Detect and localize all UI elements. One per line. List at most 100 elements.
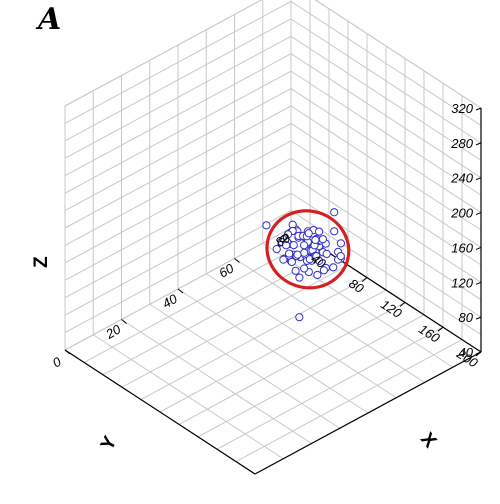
data-point <box>295 273 304 282</box>
top-outline <box>314 0 482 109</box>
floor-grid-line <box>102 252 330 376</box>
z-tick-label: 240 <box>450 171 473 186</box>
label-layer: 4080120160200240280320040801201602000204… <box>31 101 481 454</box>
z-tick-label: 200 <box>450 206 473 221</box>
left-wall-grid-line <box>290 105 482 231</box>
z-tick-mark <box>475 212 482 216</box>
data-point <box>336 252 345 261</box>
data-point <box>262 221 271 230</box>
axis-layer <box>64 107 482 475</box>
right-wall-grid-line <box>64 0 292 124</box>
y-tick-mark <box>475 351 482 357</box>
z-tick-label: 120 <box>451 275 473 290</box>
data-point <box>330 227 339 236</box>
right-wall-grid-line <box>64 175 292 299</box>
y-tick-mark <box>361 277 368 282</box>
right-wall-grid-line <box>64 157 292 281</box>
right-wall-grid-line <box>64 70 292 194</box>
z-tick-mark <box>475 316 482 320</box>
data-point <box>282 241 291 250</box>
data-point <box>300 264 309 273</box>
right-wall-grid-line <box>64 53 292 177</box>
left-wall-grid-line <box>290 35 482 161</box>
z-tick-label: 280 <box>450 136 473 151</box>
data-point <box>304 229 313 238</box>
data-point <box>272 245 281 254</box>
left-wall-grid-line <box>290 123 482 248</box>
right-wall-grid-line <box>64 35 292 159</box>
floor-grid-line <box>83 239 311 363</box>
z-tick-mark <box>475 142 482 146</box>
point-layer <box>262 208 345 322</box>
z-tick-label: 80 <box>459 310 474 325</box>
data-point <box>318 235 328 244</box>
data-point <box>293 250 302 259</box>
right-wall-grid-line <box>64 140 292 264</box>
data-point <box>300 241 309 250</box>
x-tick-label: 60 <box>216 260 237 281</box>
data-point <box>295 313 304 322</box>
floor-grid-line <box>197 314 425 438</box>
data-point <box>279 255 288 264</box>
data-point <box>330 208 339 217</box>
front-edge-line <box>254 351 482 475</box>
left-wall-grid-line <box>290 53 482 179</box>
left-wall-grid-line <box>290 18 482 144</box>
y-tick-mark <box>437 326 444 332</box>
right-wall-grid-line <box>64 122 292 246</box>
floor-grid-line <box>140 277 368 401</box>
x-tick-label: 20 <box>102 321 124 342</box>
data-point <box>322 249 331 259</box>
z-tick-label: 320 <box>451 101 473 116</box>
data-point <box>287 257 296 267</box>
z-tick-label: 160 <box>451 240 473 255</box>
floor-grid-line <box>216 326 444 450</box>
data-point <box>311 235 320 245</box>
data-point <box>283 230 293 239</box>
top-outline <box>64 0 263 107</box>
right-wall-grid-line <box>64 105 292 229</box>
data-point <box>329 263 338 272</box>
data-point <box>285 249 294 258</box>
x-axis-line <box>64 349 256 475</box>
data-point <box>315 227 324 236</box>
y-axis-label: Y <box>97 433 122 454</box>
x-axis-label: X <box>416 429 440 452</box>
z-tick-mark <box>475 177 482 181</box>
z-axis-label: Z <box>31 256 52 268</box>
x-tick-mark <box>121 319 127 324</box>
left-wall-grid-line <box>290 1 482 126</box>
data-point <box>319 266 328 275</box>
z-tick-mark <box>475 107 482 111</box>
z-tick-mark <box>475 281 482 285</box>
right-wall-grid-line <box>64 88 292 212</box>
floor-grid-line <box>235 339 463 463</box>
data-point <box>291 266 300 275</box>
left-wall-grid-line <box>290 157 482 283</box>
x-tick-mark <box>64 349 71 355</box>
y-tick-mark <box>399 302 406 307</box>
left-wall-grid-line <box>290 70 482 196</box>
panel-label: A <box>38 2 62 37</box>
confidence-ellipse <box>265 209 351 290</box>
x-tick-label: 40 <box>160 291 181 312</box>
floor-grid-line <box>159 289 387 413</box>
floor-grid-line <box>178 301 406 425</box>
data-point <box>336 239 345 248</box>
floor-grid-line <box>121 264 349 388</box>
data-point <box>313 270 322 280</box>
x-tick-mark <box>177 288 184 294</box>
x-tick-label: 0 <box>50 353 64 370</box>
right-wall-grid-line <box>64 18 292 142</box>
right-wall-grid-line <box>64 210 292 334</box>
left-wall-grid-line <box>290 175 482 301</box>
z-tick-mark <box>475 246 482 250</box>
data-point <box>300 248 309 257</box>
left-wall-grid-line <box>290 140 482 266</box>
right-wall-grid-line <box>64 192 292 316</box>
z-tick-label: 40 <box>459 345 474 360</box>
left-wall-grid-line <box>290 88 482 213</box>
x-tick-mark <box>234 258 240 263</box>
ellipse-layer <box>265 209 351 290</box>
